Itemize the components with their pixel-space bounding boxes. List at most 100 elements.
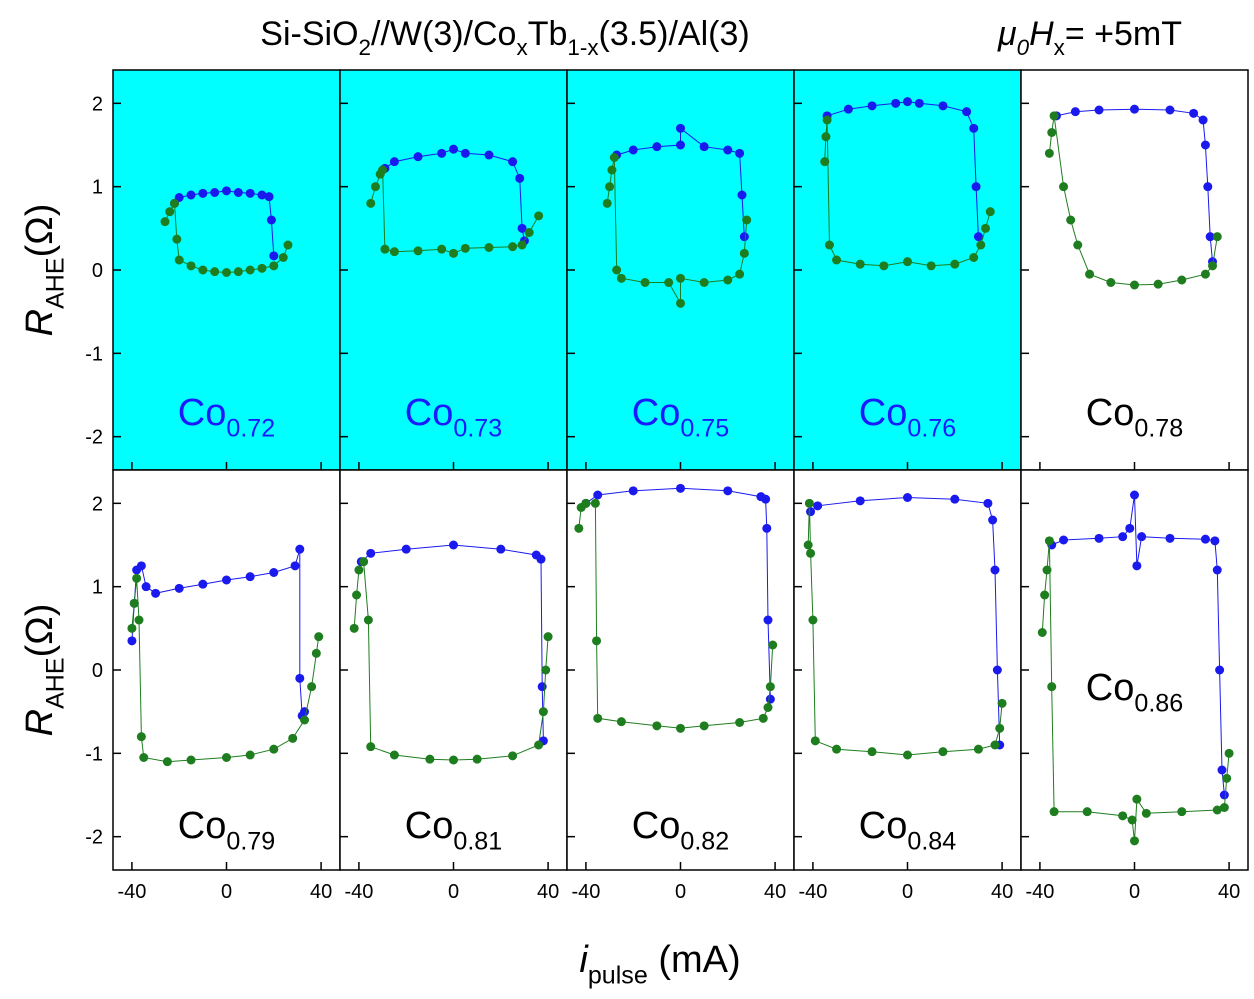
data-point (233, 267, 243, 277)
data-point (574, 523, 584, 533)
data-point (517, 240, 527, 250)
data-point (592, 636, 602, 646)
x-tick-label: -40 (571, 881, 600, 903)
panel-background (794, 70, 1021, 470)
data-point (990, 740, 1000, 750)
data-point (1200, 269, 1210, 279)
y-axis-label-part: (Ω) (19, 204, 61, 258)
panel-frame (1020, 469, 1249, 871)
trace-line (616, 127, 745, 237)
x-axis-label-part: (mA) (648, 939, 741, 981)
data-point (449, 144, 458, 154)
data-point (1085, 269, 1095, 279)
data-point (1082, 807, 1092, 817)
data-point (1217, 765, 1227, 775)
x-tick-label: 40 (991, 881, 1013, 903)
data-point (605, 182, 615, 192)
trace-line (810, 496, 1001, 746)
data-point (389, 157, 399, 167)
data-point (538, 707, 548, 717)
data-point (1049, 111, 1059, 121)
data-point (370, 182, 380, 192)
data-point (969, 253, 979, 262)
data-point (950, 494, 960, 504)
panel-label-part: Co (1086, 392, 1135, 434)
data-point (832, 255, 842, 265)
data-point (1165, 533, 1175, 543)
panel-label-part: 0.73 (453, 414, 502, 442)
data-point (1130, 490, 1139, 500)
data-point (676, 140, 685, 150)
data-point (867, 747, 877, 757)
data-point (763, 703, 773, 712)
panel-label-part: 0.84 (907, 827, 956, 855)
title-part: 1-x (567, 35, 598, 60)
title-part: 2 (359, 35, 371, 60)
data-point (257, 263, 267, 273)
data-point (988, 515, 998, 525)
data-point (449, 540, 458, 550)
data-point (1094, 105, 1104, 115)
data-point (508, 157, 518, 167)
data-point (186, 261, 196, 271)
data-point (992, 665, 1002, 675)
data-point (1044, 536, 1054, 546)
data-point (352, 590, 362, 600)
y-axis-label-part: R (19, 709, 61, 736)
data-point (1200, 534, 1210, 544)
data-point (581, 498, 591, 508)
panel-label: Co0.84 (859, 805, 956, 855)
data-point (413, 246, 423, 256)
data-point (127, 636, 137, 646)
x-axis-label: ipulse (mA) (579, 939, 740, 989)
data-point (515, 173, 525, 183)
data-point (652, 142, 662, 152)
data-point (962, 107, 972, 117)
data-point (245, 188, 255, 198)
data-point (609, 153, 619, 162)
data-point (300, 715, 310, 725)
data-point (378, 165, 388, 175)
data-point (976, 240, 986, 250)
data-point (283, 240, 293, 250)
data-point (652, 721, 662, 731)
data-point (460, 148, 470, 158)
data-point (1205, 232, 1215, 242)
data-point (843, 104, 853, 114)
data-point (1219, 790, 1229, 800)
panel-label: Co0.82 (632, 805, 729, 855)
data-point (593, 713, 603, 723)
data-point (824, 240, 834, 250)
data-point (269, 251, 279, 261)
data-point (363, 615, 373, 625)
trace-line (585, 487, 771, 700)
field-label-part: μ (997, 15, 1017, 53)
data-point (136, 732, 146, 742)
data-point (401, 544, 411, 554)
data-point (151, 588, 161, 598)
data-point (628, 486, 638, 496)
panel-background (1021, 470, 1248, 870)
data-point (245, 265, 255, 275)
data-point (676, 123, 685, 133)
data-point (366, 548, 376, 558)
data-point (938, 747, 948, 757)
data-point (867, 101, 877, 111)
data-point (676, 483, 685, 493)
y-axis-label: RAHE(Ω) (19, 204, 69, 337)
data-point (278, 253, 288, 262)
title-part: Tb (528, 15, 568, 53)
data-point (222, 575, 231, 585)
data-point (985, 207, 995, 217)
data-point (879, 261, 889, 271)
data-point (628, 145, 638, 155)
data-point (1222, 773, 1232, 783)
data-point (914, 98, 924, 108)
y-tick-label: -2 (85, 427, 103, 449)
data-point (1049, 807, 1059, 817)
data-point (723, 275, 733, 285)
data-point (543, 632, 553, 642)
data-point (607, 165, 617, 175)
panel-background (340, 470, 567, 870)
data-point (938, 101, 948, 111)
